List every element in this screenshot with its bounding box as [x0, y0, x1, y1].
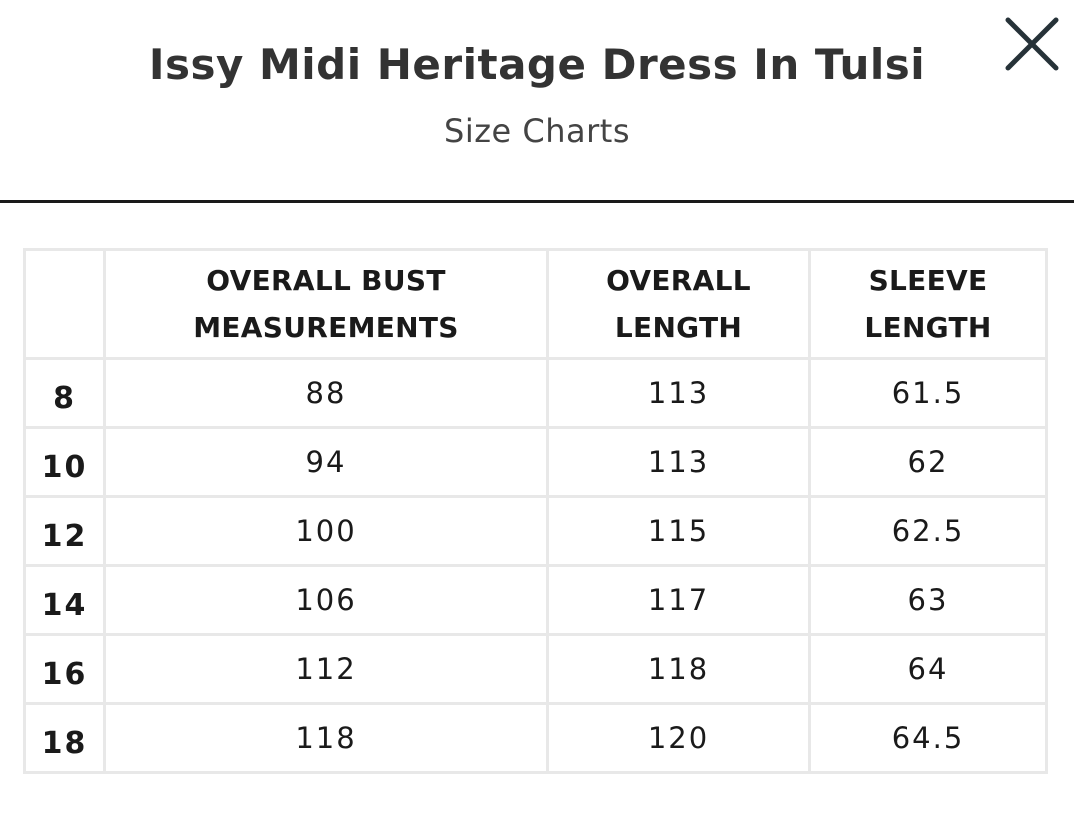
size-cell: 12 [23, 495, 106, 567]
sleeve-cell: 62 [808, 426, 1048, 498]
size-cell: 8 [23, 357, 106, 429]
column-header-line: LENGTH [864, 311, 992, 344]
sleeve-cell: 64 [808, 633, 1048, 705]
size-cell: 14 [23, 564, 106, 636]
table-row: 14 106 117 63 [23, 564, 1048, 636]
table-row: 8 88 113 61.5 [23, 357, 1048, 429]
column-header-bust: OVERALL BUST MEASUREMENTS [103, 248, 549, 360]
length-cell: 118 [546, 633, 811, 705]
page-subtitle: Size Charts [444, 112, 630, 150]
bust-cell: 112 [103, 633, 549, 705]
sleeve-cell: 64.5 [808, 702, 1048, 774]
page-title: Issy Midi Heritage Dress In Tulsi [148, 40, 926, 89]
sleeve-cell: 61.5 [808, 357, 1048, 429]
sleeve-cell: 62.5 [808, 495, 1048, 567]
length-cell: 115 [546, 495, 811, 567]
length-cell: 113 [546, 426, 811, 498]
size-cell: 10 [23, 426, 106, 498]
table-header-row: OVERALL BUST MEASUREMENTS OVERALL LENGTH… [23, 248, 1048, 360]
column-header-line: OVERALL [606, 264, 751, 297]
close-button[interactable] [1000, 14, 1064, 78]
bust-cell: 88 [103, 357, 549, 429]
close-icon [1005, 17, 1059, 71]
sleeve-cell: 63 [808, 564, 1048, 636]
column-header-size [23, 248, 106, 360]
length-cell: 120 [546, 702, 811, 774]
table-row: 16 112 118 64 [23, 633, 1048, 705]
bust-cell: 100 [103, 495, 549, 567]
length-cell: 113 [546, 357, 811, 429]
column-header-line: LENGTH [614, 311, 743, 344]
size-chart-table: OVERALL BUST MEASUREMENTS OVERALL LENGTH… [23, 248, 1048, 774]
table-row: 12 100 115 62.5 [23, 495, 1048, 567]
bust-cell: 118 [103, 702, 549, 774]
column-header-line: SLEEVE [868, 264, 988, 297]
column-header-line: OVERALL BUST [206, 264, 446, 297]
column-header-length: OVERALL LENGTH [546, 248, 811, 360]
table-row: 18 118 120 64.5 [23, 702, 1048, 774]
length-cell: 117 [546, 564, 811, 636]
bust-cell: 94 [103, 426, 549, 498]
header-divider [0, 200, 1074, 203]
bust-cell: 106 [103, 564, 549, 636]
table-row: 10 94 113 62 [23, 426, 1048, 498]
column-header-line: MEASUREMENTS [193, 311, 459, 344]
size-cell: 16 [23, 633, 106, 705]
size-cell: 18 [23, 702, 106, 774]
column-header-sleeve: SLEEVE LENGTH [808, 248, 1048, 360]
